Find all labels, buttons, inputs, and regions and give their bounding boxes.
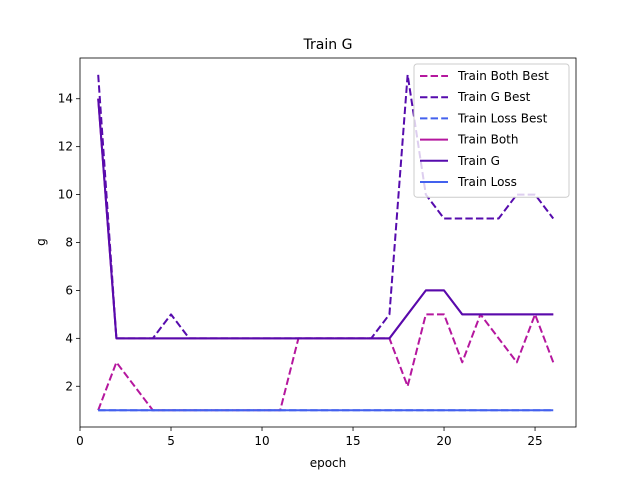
legend-label-4: Train G bbox=[457, 154, 500, 168]
legend-box bbox=[413, 63, 570, 198]
x-tick-label-3: 15 bbox=[345, 434, 360, 448]
x-tick-label-0: 0 bbox=[76, 434, 84, 448]
y-tick-label-2: 6 bbox=[65, 283, 73, 297]
legend-label-5: Train Loss bbox=[457, 175, 517, 189]
x-tick-label-2: 10 bbox=[254, 434, 269, 448]
y-tick-label-1: 4 bbox=[65, 331, 73, 345]
legend-label-3: Train Both bbox=[457, 133, 519, 147]
y-axis-label: g bbox=[34, 238, 48, 246]
x-tick-label-4: 20 bbox=[436, 434, 451, 448]
legend: Train Both Best Train G Best Train Loss Be… bbox=[413, 63, 570, 198]
x-tick-label-1: 5 bbox=[167, 434, 175, 448]
plot-area: 0 5 10 15 20 25 2 4 6 8 10 12 14 bbox=[58, 57, 577, 448]
y-tick-label-6: 14 bbox=[58, 92, 73, 106]
x-tick-label-5: 25 bbox=[527, 434, 542, 448]
y-tick-label-3: 8 bbox=[65, 236, 73, 250]
legend-label-0: Train Both Best bbox=[457, 69, 549, 83]
legend-label-2: Train Loss Best bbox=[457, 111, 548, 125]
series-line-4 bbox=[97, 98, 554, 340]
y-tick-label-5: 12 bbox=[58, 140, 73, 154]
y-tick-label-0: 2 bbox=[65, 379, 73, 393]
series-line-1 bbox=[97, 73, 555, 340]
x-axis-label: epoch bbox=[310, 456, 347, 470]
y-tick-label-4: 10 bbox=[58, 188, 73, 202]
legend-label-1: Train G Best bbox=[457, 90, 531, 104]
chart-title: Train G bbox=[303, 37, 353, 53]
